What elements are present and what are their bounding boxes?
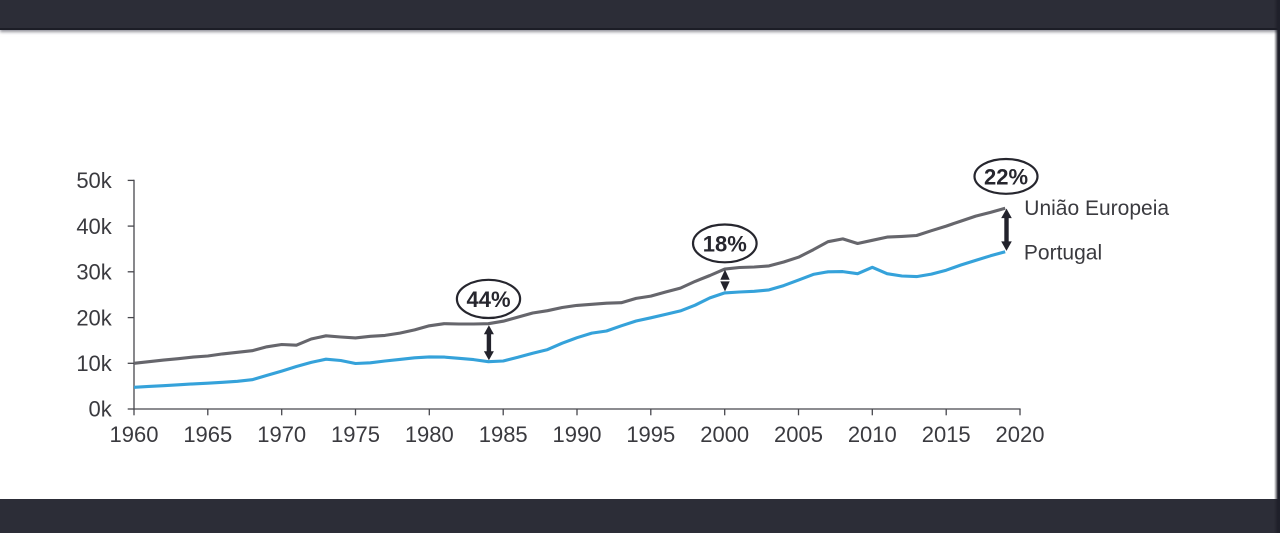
svg-text:30k: 30k	[76, 260, 112, 285]
svg-text:2015: 2015	[922, 422, 971, 447]
svg-text:2000: 2000	[700, 422, 749, 447]
svg-text:44%: 44%	[466, 287, 510, 312]
svg-text:Portugal: Portugal	[1024, 241, 1102, 264]
svg-text:20k: 20k	[76, 305, 112, 330]
svg-text:0k: 0k	[89, 397, 113, 422]
svg-text:1960: 1960	[110, 422, 159, 447]
svg-text:22%: 22%	[984, 164, 1028, 189]
svg-text:1985: 1985	[479, 422, 528, 447]
svg-text:40k: 40k	[76, 214, 112, 239]
svg-text:2010: 2010	[848, 422, 897, 447]
svg-text:1965: 1965	[183, 422, 232, 447]
svg-text:1990: 1990	[553, 422, 602, 447]
svg-text:1975: 1975	[331, 422, 380, 447]
svg-text:1995: 1995	[626, 422, 675, 447]
svg-text:18%: 18%	[703, 231, 747, 256]
svg-text:2020: 2020	[996, 422, 1045, 447]
svg-text:50k: 50k	[76, 168, 112, 193]
svg-text:1970: 1970	[257, 422, 306, 447]
svg-text:10k: 10k	[76, 351, 112, 376]
svg-text:União Europeia: União Europeia	[1024, 197, 1169, 220]
svg-text:1980: 1980	[405, 422, 454, 447]
svg-text:2005: 2005	[774, 422, 823, 447]
